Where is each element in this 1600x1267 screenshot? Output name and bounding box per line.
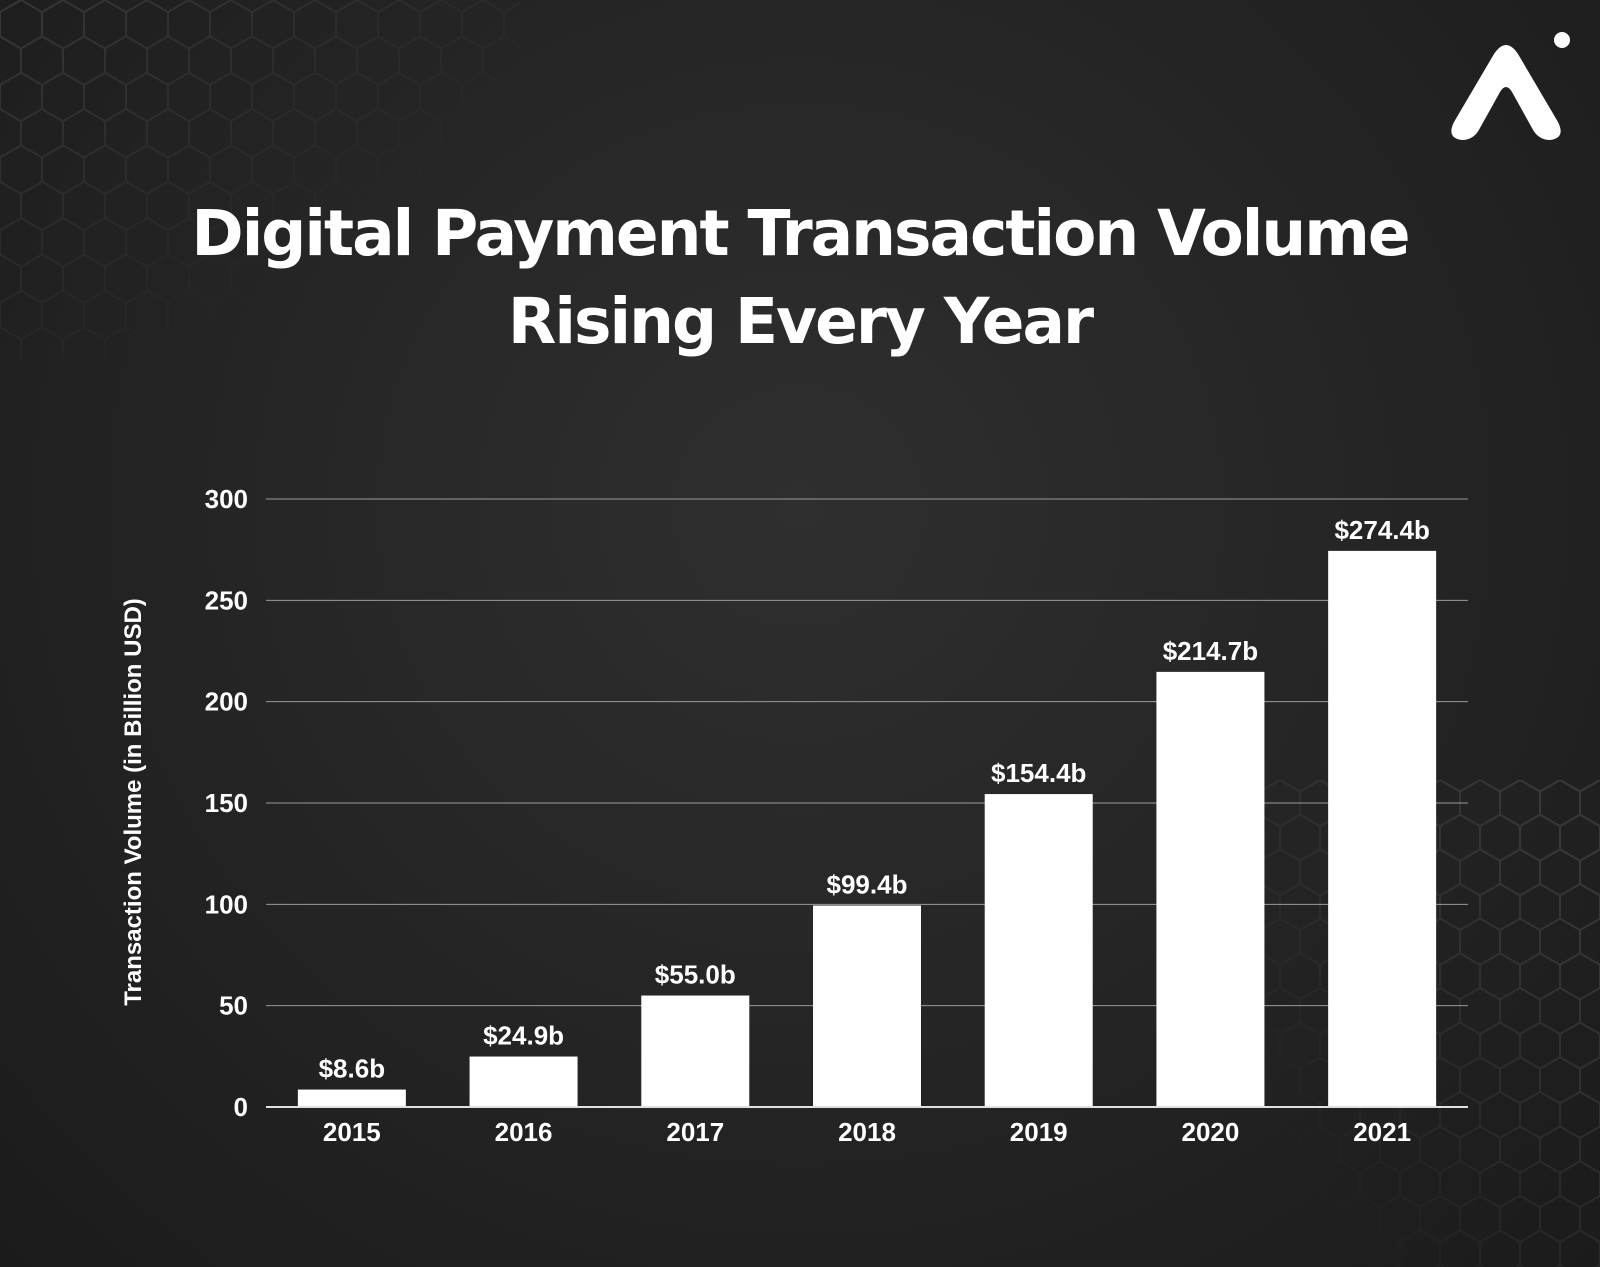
chart-title-line-2: Rising Every Year [507, 285, 1094, 358]
x-tick-label: 2015 [323, 1117, 381, 1147]
data-label: $8.6b [319, 1054, 386, 1084]
bar [469, 1056, 578, 1107]
brand-a-logo-icon [1451, 32, 1570, 140]
bar [1156, 671, 1265, 1107]
data-label: $214.7b [1163, 636, 1258, 666]
x-tick-label: 2017 [666, 1117, 724, 1147]
y-tick-label: 300 [205, 484, 248, 514]
y-tick-label: 100 [205, 889, 248, 919]
data-label: $99.4b [827, 870, 908, 900]
x-tick-label: 2019 [1010, 1117, 1068, 1147]
chart-title: Digital Payment Transaction Volume Risin… [0, 190, 1600, 366]
data-label: $55.0b [655, 960, 736, 990]
data-label: $274.4b [1334, 515, 1429, 545]
y-tick-label: 50 [219, 991, 248, 1021]
x-tick-label: 2018 [838, 1117, 896, 1147]
bar [984, 794, 1093, 1107]
y-tick-label: 0 [234, 1092, 248, 1122]
y-tick-label: 250 [205, 585, 248, 615]
y-tick-label: 200 [205, 687, 248, 717]
data-label: $154.4b [991, 758, 1086, 788]
bar [813, 905, 921, 1107]
bar [641, 995, 750, 1107]
chart-title-line-1: Digital Payment Transaction Volume [191, 197, 1410, 270]
x-tick-label: 2021 [1353, 1117, 1411, 1147]
y-tick-label: 150 [205, 788, 248, 818]
x-tick-label: 2020 [1182, 1117, 1240, 1147]
x-tick-label: 2016 [495, 1117, 553, 1147]
bar [297, 1089, 406, 1107]
data-label: $24.9b [483, 1021, 564, 1051]
bar [1328, 550, 1437, 1107]
